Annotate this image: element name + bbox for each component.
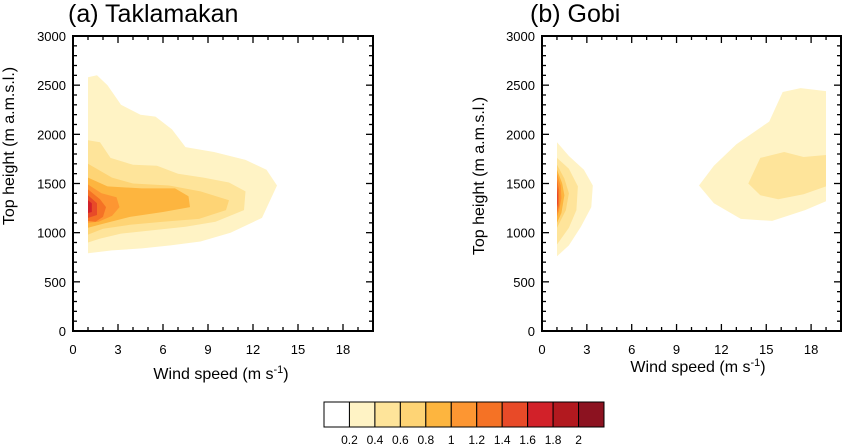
colorbar: 0.2 0.4 0.6 0.8 1 1.2 1.4 1.6 1.8 2 <box>323 401 605 447</box>
colorbar-swatch-1 <box>348 401 376 428</box>
x-tick-label-a: 12 <box>246 342 260 357</box>
colorbar-swatch-6 <box>476 401 503 428</box>
y-tick-label-a: 500 <box>44 275 66 290</box>
x-tick-label-a: 6 <box>159 342 166 357</box>
colorbar-label: 1.2 <box>468 433 485 447</box>
colorbar-label: 0.2 <box>341 433 358 447</box>
colorbar-swatch-8 <box>527 401 554 428</box>
colorbar-label: 1.6 <box>519 433 536 447</box>
x-tick-label-a: 0 <box>69 342 76 357</box>
colorbar-swatch-5 <box>450 401 478 428</box>
x-tick-label-b: 18 <box>804 342 818 357</box>
colorbar-label: 0.8 <box>417 433 434 447</box>
colorbar-label: 1.8 <box>545 433 562 447</box>
x-tick-label-b: 12 <box>714 342 728 357</box>
contour-a-level-1_6-7 <box>88 200 92 213</box>
y-tick-label-a: 0 <box>59 324 66 339</box>
y-tick-label-a: 1000 <box>37 226 66 241</box>
panel-a-y-axis-label: Top height (m a.m.s.l.) <box>1 67 18 225</box>
panel-b-plot-area: 0 3 6 9 12 15 18 0 500 1000 1500 2000 2500 3000 <box>506 29 842 357</box>
colorbar-swatch-0 <box>323 401 350 428</box>
y-tick-label-b: 0 <box>528 324 535 339</box>
panel-taklamakan: (a) Taklamakan 0 3 6 9 12 15 18 0 500 1000 1500 200… <box>1 0 374 383</box>
colorbar-swatch-9 <box>552 401 580 428</box>
y-tick-label-b: 3000 <box>506 29 535 44</box>
x-tick-label-a: 18 <box>336 342 350 357</box>
y-tick-label-a: 3000 <box>37 29 66 44</box>
colorbar-swatch-4 <box>425 401 452 428</box>
panel-gobi: (b) Gobi 0 3 6 9 12 15 18 0 500 1000 1500 2000 2500 3… <box>471 0 842 376</box>
panel-a-title: (a) Taklamakan <box>68 0 238 28</box>
contour-a-level-0_8-3 <box>88 177 190 228</box>
x-tick-label-a: 15 <box>291 342 305 357</box>
contour-b-level-1_4-8 <box>557 186 559 208</box>
y-tick-label-b: 1000 <box>506 226 535 241</box>
panel-a-x-axis-label: Wind speed (m s-1) <box>153 364 288 383</box>
y-tick-label-b: 500 <box>513 275 535 290</box>
y-tick-label-b: 1500 <box>506 177 535 192</box>
colorbar-label: 1 <box>448 433 455 447</box>
y-tick-label-a: 2500 <box>37 78 66 93</box>
panel-b-title: (b) Gobi <box>530 0 620 28</box>
x-tick-label-b: 6 <box>628 342 635 357</box>
colorbar-label: 0.4 <box>367 433 384 447</box>
panel-a-plot-area: 0 3 6 9 12 15 18 0 500 1000 1500 2000 2500 3000 <box>37 29 374 357</box>
panel-b-x-axis-label: Wind speed (m s-1) <box>630 357 765 376</box>
colorbar-swatch-2 <box>374 401 401 428</box>
x-tick-label-a: 3 <box>114 342 121 357</box>
x-tick-label-b: 9 <box>673 342 680 357</box>
y-tick-label-b: 2500 <box>506 78 535 93</box>
colorbar-label: 1.4 <box>494 433 511 447</box>
contour-b-level-0_4-3 <box>748 152 826 200</box>
panel-b-y-axis-label: Top height (m a.m.s.l.) <box>471 97 488 255</box>
colorbar-label: 2 <box>575 433 582 447</box>
colorbar-swatch-3 <box>399 401 427 428</box>
y-tick-label-a: 1500 <box>37 177 66 192</box>
x-tick-label-b: 0 <box>538 342 545 357</box>
x-tick-label-b: 15 <box>759 342 773 357</box>
x-tick-label-b: 3 <box>583 342 590 357</box>
contour-b-level-0_2-1 <box>699 88 826 221</box>
y-tick-label-a: 2000 <box>37 127 66 142</box>
y-tick-label-b: 2000 <box>506 127 535 142</box>
colorbar-swatch-7 <box>501 401 529 428</box>
x-tick-label-a: 9 <box>204 342 211 357</box>
colorbar-swatch-10 <box>578 401 605 428</box>
colorbar-label: 0.6 <box>392 433 409 447</box>
